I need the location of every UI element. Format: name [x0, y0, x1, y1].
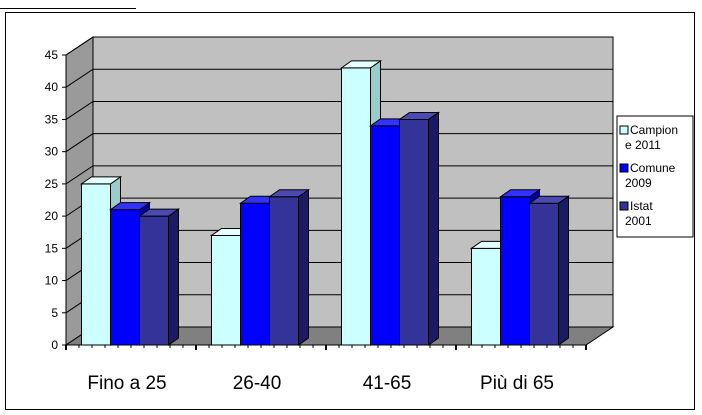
x-category-label: 26-40 — [233, 373, 282, 394]
legend-label: e 2011 — [625, 138, 661, 152]
gridline — [65, 36, 613, 56]
bar-front — [500, 196, 530, 346]
legend-label: Istat — [630, 199, 653, 213]
y-tick-label: 0 — [51, 338, 58, 352]
y-tick-label: 25 — [45, 177, 59, 191]
gridline — [65, 68, 613, 88]
legend-label: Campion — [630, 123, 678, 137]
legend-label: 2001 — [625, 214, 652, 228]
y-tick-label: 35 — [45, 112, 59, 126]
legend-swatch — [619, 163, 629, 173]
top-rule-line — [0, 8, 136, 9]
legend-box — [616, 115, 694, 238]
bar-front — [370, 125, 400, 346]
x-category-label: Più di 65 — [480, 373, 554, 394]
bar-top — [267, 189, 311, 198]
bar — [527, 195, 571, 346]
legend-swatch — [619, 125, 629, 135]
chart-bars — [79, 59, 571, 346]
bar-side — [558, 195, 569, 346]
legend-label: Comune — [630, 161, 676, 175]
bar-top — [137, 208, 181, 217]
bar-top — [339, 60, 383, 69]
bar-front — [81, 183, 111, 346]
bar-side — [298, 188, 309, 346]
bar — [397, 111, 441, 346]
x-category-label: Fino a 25 — [87, 373, 166, 394]
bar-top — [108, 202, 152, 211]
bar-front — [269, 196, 299, 346]
y-tick-label: 45 — [45, 48, 59, 62]
bar-top — [397, 111, 441, 120]
bar-front — [211, 234, 241, 346]
bar — [137, 208, 181, 346]
bar-front — [471, 247, 501, 346]
bar-front — [341, 67, 371, 346]
bar — [267, 188, 311, 346]
bar-front — [110, 209, 140, 346]
gridline — [65, 133, 613, 153]
y-tick-label: 30 — [45, 145, 59, 159]
gridline — [65, 165, 613, 185]
legend-swatch — [619, 201, 629, 211]
bar-top — [79, 176, 123, 185]
bar-front — [139, 215, 169, 346]
y-tick-label: 15 — [45, 241, 59, 255]
y-tick-label: 5 — [51, 306, 58, 320]
y-axis: 0 5 10 15 20 25 30 35 40 45 — [45, 48, 67, 352]
x-axis: Fino a 25 26-40 41-65 Più di 65 — [65, 344, 587, 394]
bar-front — [240, 202, 270, 346]
bar-side — [428, 111, 439, 346]
y-tick-label: 10 — [45, 274, 59, 288]
bar-side — [168, 208, 179, 346]
legend-label: 2009 — [625, 176, 652, 190]
y-tick-label: 40 — [45, 80, 59, 94]
bar-top — [527, 195, 571, 204]
y-tick-label: 20 — [45, 209, 59, 223]
bar-top — [498, 189, 542, 198]
gridline — [65, 100, 613, 120]
bar-front — [399, 118, 429, 346]
bar-front — [529, 202, 559, 346]
x-category-label: 41-65 — [363, 373, 412, 394]
